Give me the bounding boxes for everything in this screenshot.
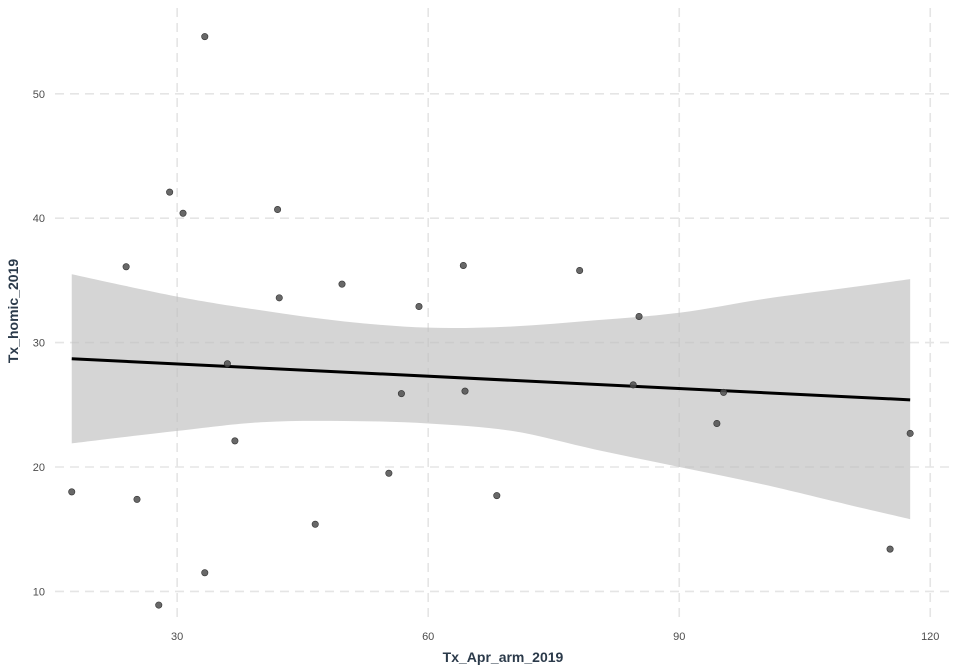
data-point [415,303,423,311]
data-point [155,601,163,609]
data-point [223,360,231,368]
data-point [311,520,319,528]
data-point [274,206,282,214]
data-point [720,388,728,396]
data-point [635,312,643,320]
data-point [179,209,187,217]
data-point [68,488,76,496]
data-point [166,188,174,196]
data-point [385,469,393,477]
data-point [133,495,141,503]
data-point [906,429,914,437]
data-point [459,261,467,269]
y-tick-label: 40 [33,213,45,225]
confidence-band-layer [71,274,911,520]
data-point [461,387,469,395]
x-tick-label: 60 [422,631,434,643]
y-tick-label: 30 [33,338,45,350]
data-point [231,437,239,445]
x-tick-label: 30 [171,631,183,643]
data-point [629,381,637,389]
y-axis-title: Tx_homic_2019 [5,259,21,363]
data-point [122,263,130,271]
y-tick-label: 50 [33,89,45,101]
data-point [338,280,346,288]
data-point [713,419,721,427]
data-point [576,266,584,274]
confidence-band [71,274,911,520]
y-tick-label: 10 [33,586,45,598]
data-point [275,294,283,302]
regression-line [71,357,911,402]
data-points [68,33,914,609]
data-point [493,492,501,500]
x-tick-label: 90 [673,631,685,643]
y-tick-label: 20 [33,462,45,474]
data-point [886,545,894,553]
tick-labels: 30 60 90 120 10 20 30 40 50 [33,89,940,643]
x-tick-label: 120 [921,631,939,643]
data-point [201,33,209,41]
regression-line-layer [71,357,911,402]
data-point [397,390,405,398]
x-axis-title: Tx_Apr_arm_2019 [443,649,564,665]
data-point [201,569,209,577]
